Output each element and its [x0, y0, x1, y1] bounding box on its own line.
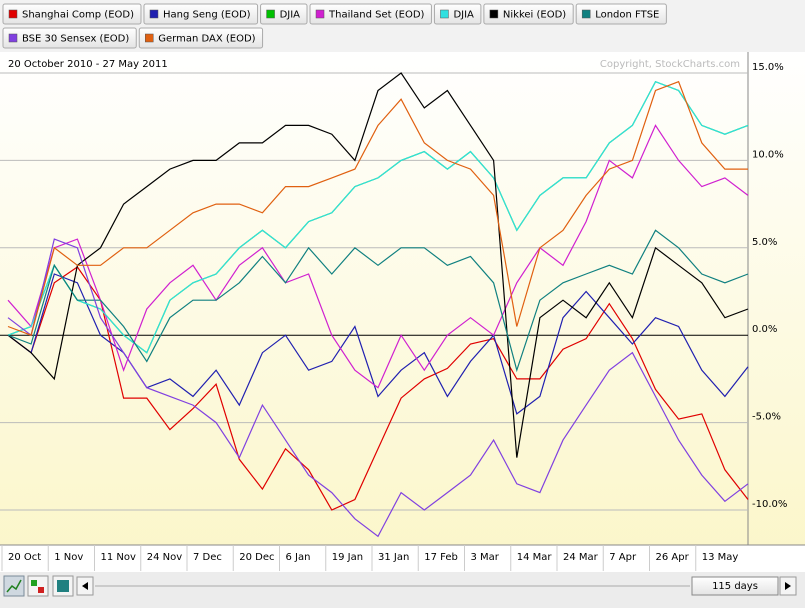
legend-item[interactable]: Hang Seng (EOD)	[143, 3, 259, 25]
legend-label: Thailand Set (EOD)	[328, 10, 425, 21]
legend-item[interactable]: Thailand Set (EOD)	[309, 3, 432, 25]
legend-swatch	[149, 9, 159, 19]
x-tick-label: 7 Dec	[193, 552, 222, 563]
x-tick-label: 20 Oct	[8, 552, 41, 563]
x-tick-label: 31 Jan	[378, 552, 409, 563]
series-line	[7, 266, 749, 511]
x-tick-label: 6 Jan	[286, 552, 311, 563]
x-tick-label: 7 Apr	[609, 552, 637, 563]
legend-button	[309, 3, 432, 25]
scroll-right-arrow	[785, 582, 791, 590]
x-tick-label: 19 Jan	[332, 552, 363, 563]
x-tick-label: 24 Nov	[147, 552, 183, 563]
legend-item[interactable]: London FTSE	[575, 3, 667, 25]
line-mode-button[interactable]	[3, 575, 25, 597]
plot-background	[0, 52, 805, 572]
histogram-icon	[57, 580, 69, 592]
y-tick-label: 5.0%	[752, 237, 777, 248]
legend-label: BSE 30 Sensex (EOD)	[22, 34, 129, 45]
x-axis-band	[0, 545, 805, 572]
legend-swatch	[581, 9, 591, 19]
series-lines	[7, 72, 749, 538]
series-line	[7, 80, 748, 336]
legend-label: Nikkei (EOD)	[503, 10, 566, 21]
legend-button	[143, 3, 259, 25]
bar-mode-icon	[38, 587, 44, 593]
legend-label: DJIA	[453, 10, 474, 21]
y-tick-label: -10.0%	[752, 499, 787, 510]
legend-button	[260, 3, 308, 25]
series-line	[7, 238, 749, 538]
legend-swatch	[266, 9, 275, 19]
toolbar	[0, 572, 805, 608]
legend-label: DJIA	[280, 10, 301, 21]
y-tick-label: 10.0%	[752, 149, 784, 160]
legend-swatch	[145, 33, 154, 43]
x-tick-label: 17 Feb	[424, 552, 458, 563]
x-tick-label: 24 Mar	[563, 552, 599, 563]
legend-swatch	[8, 33, 18, 43]
legend-label: London FTSE	[595, 10, 659, 21]
legend-label: Hang Seng (EOD)	[163, 10, 251, 21]
legend-swatch	[8, 9, 18, 19]
legend-item[interactable]: DJIA	[433, 3, 482, 25]
legend-button	[575, 3, 667, 25]
legend-item[interactable]: German DAX (EOD)	[138, 27, 264, 49]
y-tick-label: 15.0%	[752, 62, 784, 73]
series-line	[7, 124, 749, 389]
legend-item[interactable]: DJIA	[260, 3, 308, 25]
legend-label: Shanghai Comp (EOD)	[22, 10, 134, 21]
legend-swatch	[489, 9, 499, 19]
period-slider[interactable]	[691, 576, 779, 596]
x-tick-label: 14 Mar	[517, 552, 553, 563]
period-label: 115 days	[712, 581, 758, 592]
legend-label: German DAX (EOD)	[158, 34, 255, 45]
x-tick-label: 20 Dec	[239, 552, 274, 563]
series-line	[7, 72, 749, 458]
bar-mode-icon	[31, 580, 37, 586]
y-tick-label: -5.0%	[752, 412, 781, 423]
legend-swatch	[440, 9, 449, 19]
legend-item[interactable]: Shanghai Comp (EOD)	[2, 3, 142, 25]
y-tick-label: 0.0%	[752, 324, 777, 335]
legend-item[interactable]: BSE 30 Sensex (EOD)	[2, 27, 137, 49]
series-line	[7, 229, 749, 373]
legend-button	[138, 27, 264, 49]
grid	[0, 72, 748, 571]
scroll-left-arrow	[82, 582, 88, 590]
x-tick-label: 1 Nov	[54, 552, 83, 563]
legend: Shanghai Comp (EOD) Hang Seng (EOD) DJIA Th…	[2, 3, 667, 49]
x-tick-label: 3 Mar	[471, 552, 500, 563]
legend-swatch	[315, 9, 325, 19]
legend-button	[2, 3, 142, 25]
date-range: 20 October 2010 - 27 May 2011	[8, 59, 168, 70]
legend-button	[483, 3, 574, 25]
legend-button	[2, 27, 137, 49]
copyright: Copyright, StockCharts.com	[600, 59, 740, 70]
x-tick-label: 11 Nov	[101, 552, 137, 563]
legend-button	[433, 3, 482, 25]
line-mode-icon	[6, 579, 22, 593]
x-tick-label: 13 May	[702, 552, 739, 563]
legend-item[interactable]: Nikkei (EOD)	[483, 3, 574, 25]
x-tick-label: 26 Apr	[656, 552, 690, 563]
series-line	[7, 80, 749, 354]
labels: -10.0% -5.0% 0.0% 5.0% 10.0% 15.0% 20 Oct 1 Nov…	[8, 62, 787, 563]
